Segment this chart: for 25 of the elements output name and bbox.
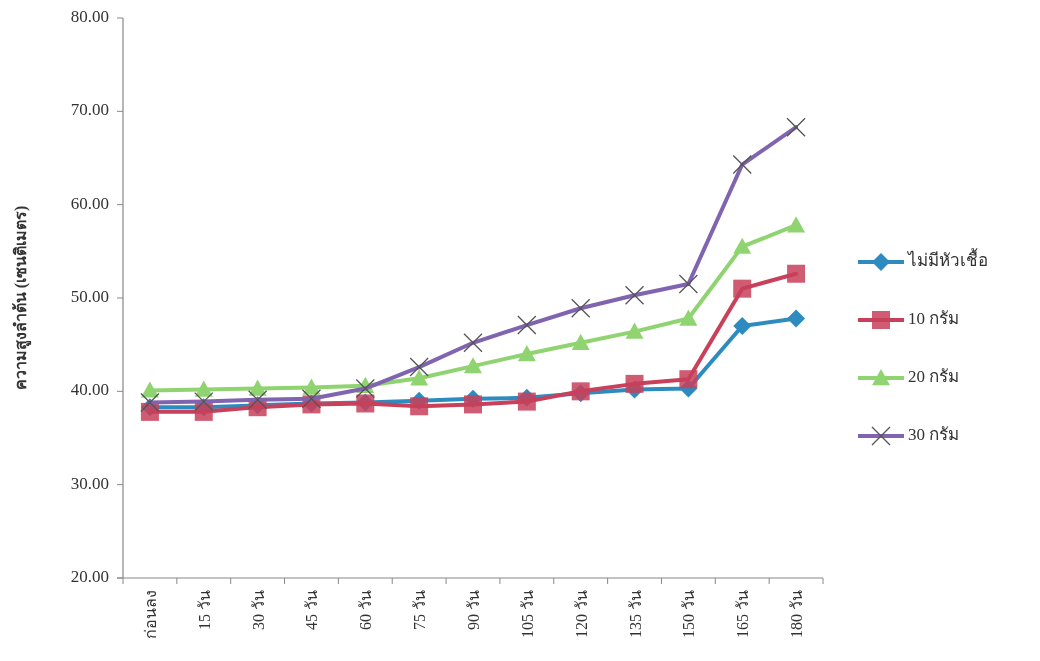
x-tick-label: 105 วัน	[518, 590, 536, 638]
y-tick-label: 60.00	[70, 193, 109, 213]
y-tick-label: 70.00	[70, 100, 109, 120]
y-tick-label: 30.00	[70, 473, 109, 493]
x-tick-label: 150 วัน	[680, 590, 698, 638]
x-tick-label: 180 วัน	[788, 590, 806, 638]
x-tick-label: 135 วัน	[626, 590, 644, 638]
x-tick-label: 15 วัน	[195, 590, 213, 630]
x-tick-label: 90 วัน	[465, 590, 482, 630]
y-tick-label: 50.00	[70, 286, 109, 306]
x-tick-label: 45 วัน	[303, 590, 321, 630]
x-tick-label: ก่อนลง	[141, 590, 159, 639]
legend-label: 20 กรัม	[908, 366, 960, 386]
x-tick-label: 30 วัน	[249, 590, 267, 630]
x-tick-label: 165 วัน	[734, 590, 752, 638]
x-tick-label: 120 วัน	[572, 590, 590, 638]
x-tick-label: 75 วัน	[411, 590, 429, 630]
y-tick-label: 40.00	[70, 380, 109, 400]
legend-label: ไม่มีหัวเชื้อ	[906, 247, 988, 270]
y-tick-label: 80.00	[70, 6, 109, 26]
y-tick-label: 20.00	[70, 566, 109, 586]
x-tick-label: 60 วัน	[357, 590, 375, 630]
y-axis-title: ความสูงลำต้น (เซนติเมตร)	[12, 205, 32, 391]
legend-label: 10 กรัม	[908, 308, 960, 328]
legend-label: 30 กรัม	[908, 424, 960, 444]
